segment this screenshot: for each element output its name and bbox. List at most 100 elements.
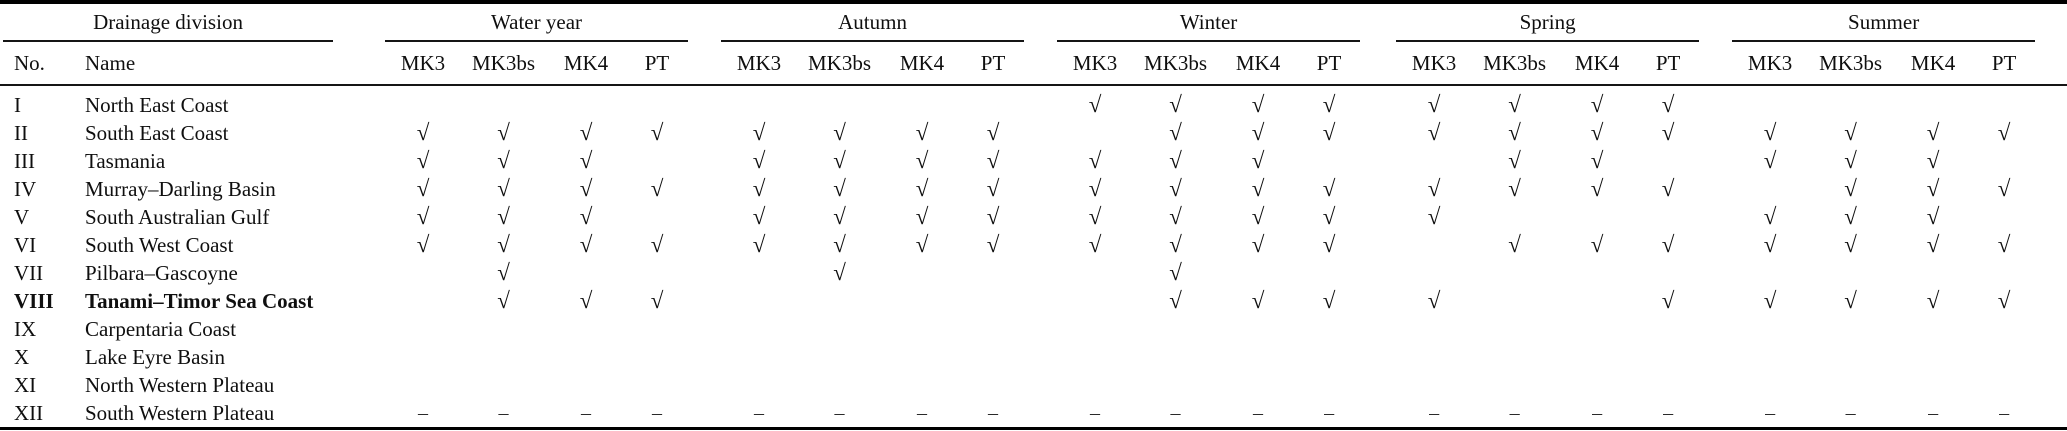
group-header-row: Drainage division Water year Autumn Wint… (0, 2, 2067, 42)
group-gap (2035, 119, 2067, 147)
check-cell: √ (1088, 176, 1102, 201)
empty-cell (1298, 147, 1360, 175)
table-row: VI South West Coast √ √ √ √ √ √ √ √ √ √ √ √ √ √ √ √ √ √ √ (0, 231, 2067, 259)
check-cell: √ (1169, 176, 1182, 201)
check-cell: √ (1251, 148, 1265, 173)
empty-cell (385, 371, 461, 399)
check-cell: √ (1322, 120, 1336, 145)
empty-cell (385, 287, 461, 315)
empty-cell (1893, 315, 1973, 343)
empty-cell (721, 259, 797, 287)
column-header-mk3: MK3 (1057, 42, 1134, 86)
column-header-mk3bs: MK3bs (797, 42, 883, 86)
column-header-pt: PT (1637, 42, 1700, 86)
dash-cell: – (1928, 401, 1939, 424)
check-cell: √ (1844, 148, 1857, 173)
empty-cell (882, 259, 962, 287)
empty-cell (546, 315, 626, 343)
row-number: II (14, 120, 28, 145)
table-row: IV Murray–Darling Basin √ √ √ √ √ √ √ √ √ √ √ √ √ √ √ √ √ √… (0, 175, 2067, 203)
check-cell: √ (1322, 92, 1336, 117)
check-cell: √ (579, 232, 593, 257)
check-cell: √ (650, 232, 664, 257)
empty-cell (962, 287, 1024, 315)
check-cell: √ (1169, 120, 1182, 145)
column-header-mk3: MK3 (1396, 42, 1473, 86)
empty-cell (882, 315, 962, 343)
check-cell: √ (1926, 204, 1940, 229)
check-cell: √ (1844, 120, 1857, 145)
check-cell: √ (1997, 120, 2011, 145)
check-cell: √ (1997, 288, 2011, 313)
empty-cell (962, 343, 1024, 371)
group-gap (688, 85, 721, 119)
dash-cell: – (754, 401, 765, 424)
empty-cell (1472, 371, 1557, 399)
column-header-row: No. Name MK3 MK3bs MK4 PT MK3 MK3bs MK4 … (0, 42, 2067, 86)
check-cell: √ (416, 120, 430, 145)
check-cell: √ (416, 204, 430, 229)
check-cell: √ (497, 204, 510, 229)
row-name: South West Coast (85, 232, 234, 257)
check-cell: √ (1088, 204, 1102, 229)
row-number: XII (14, 400, 44, 425)
table-row: XII South Western Plateau – – – – – – – – – – – – – – – –… (0, 399, 2067, 429)
row-name: Tanami–Timor Sea Coast (85, 288, 314, 313)
check-cell: √ (1169, 288, 1182, 313)
empty-cell (1732, 85, 1808, 119)
group-gap (1699, 2, 1732, 42)
check-cell: √ (1427, 120, 1441, 145)
check-cell: √ (1169, 204, 1182, 229)
dash-cell: – (1845, 401, 1856, 424)
check-cell: √ (1590, 148, 1604, 173)
empty-cell (1637, 315, 1699, 343)
empty-cell (1808, 371, 1893, 399)
check-cell: √ (1661, 232, 1675, 257)
check-cell: √ (1322, 176, 1336, 201)
empty-cell (797, 85, 882, 119)
empty-cell (1218, 259, 1298, 287)
check-cell: √ (1322, 232, 1336, 257)
group-gap (1360, 203, 1396, 231)
column-header-mk4: MK4 (882, 42, 963, 86)
check-cell: √ (497, 148, 510, 173)
table-body: I North East Coast √ √ √ √ √ √ √ √ II South East Co… (0, 85, 2067, 429)
check-cell: √ (833, 232, 846, 257)
check-cell: √ (1763, 204, 1777, 229)
column-header-name: Name (85, 42, 386, 86)
check-cell: √ (497, 260, 510, 285)
empty-cell (721, 85, 797, 119)
group-gap (2035, 315, 2067, 343)
empty-cell (1057, 119, 1133, 147)
group-gap (2035, 371, 2067, 399)
empty-cell (626, 259, 688, 287)
dash-cell: – (1429, 401, 1440, 424)
empty-cell (1557, 371, 1637, 399)
dash-cell: – (1253, 401, 1264, 424)
check-cell: √ (1926, 232, 1940, 257)
group-gap (1360, 371, 1396, 399)
group-label: Summer (1732, 5, 2036, 42)
column-header-mk4: MK4 (1557, 42, 1638, 86)
check-cell: √ (1763, 232, 1777, 257)
group-gap (2035, 2, 2067, 42)
check-cell: √ (1427, 92, 1441, 117)
group-gap (688, 119, 721, 147)
empty-cell (626, 371, 688, 399)
group-gap (1360, 259, 1396, 287)
group-gap (1360, 2, 1396, 42)
empty-cell (1637, 203, 1699, 231)
empty-cell (1057, 259, 1133, 287)
empty-cell (1057, 287, 1133, 315)
check-cell: √ (1590, 120, 1604, 145)
group-gap (688, 371, 721, 399)
empty-cell (721, 315, 797, 343)
row-name: South Western Plateau (85, 400, 275, 425)
empty-cell (1973, 371, 2035, 399)
group-gap (688, 315, 721, 343)
row-number: XI (14, 372, 37, 397)
empty-cell (962, 259, 1024, 287)
empty-cell (1557, 287, 1637, 315)
check-cell: √ (579, 120, 593, 145)
